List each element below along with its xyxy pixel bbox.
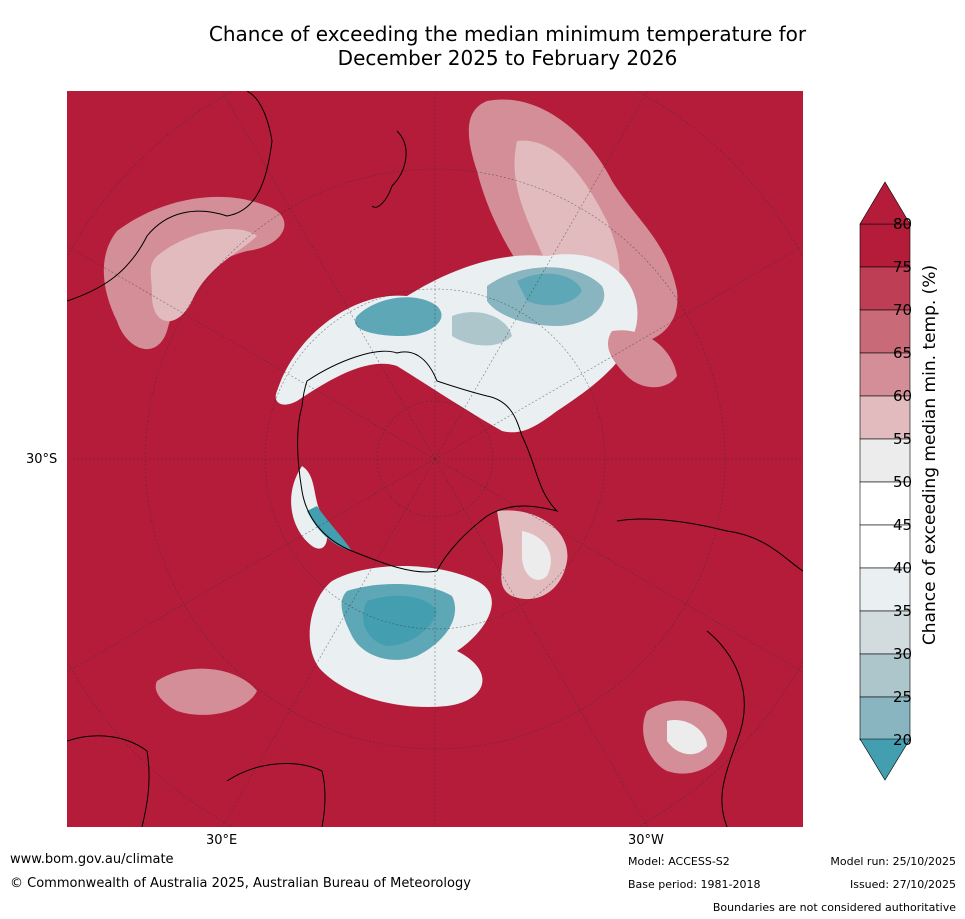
coast-africa — [67, 735, 326, 827]
colorbar-tick-label: 45 — [893, 516, 913, 534]
polar-map — [67, 91, 803, 827]
anomaly-patch-se-inner — [667, 720, 707, 755]
colorbar-tick-label: 55 — [893, 430, 913, 448]
coast-antarctica — [297, 350, 559, 573]
lon-label-30e: 30°E — [206, 833, 238, 848]
colorbar-box — [859, 395, 911, 440]
colorbar — [859, 181, 911, 781]
cool-patch-north-mid — [452, 312, 512, 346]
footer-model-run: Model run: 25/10/2025 — [830, 855, 956, 868]
footer-base-period: Base period: 1981-2018 — [628, 878, 761, 891]
neutral-arc-east-inner — [522, 531, 551, 580]
footer-website[interactable]: www.bom.gov.au/climate — [10, 852, 174, 867]
graticule-meridian-8 — [434, 91, 649, 460]
footer-disclaimer: Boundaries are not considered authoritat… — [712, 901, 956, 914]
anomaly-patch-australia-inner — [150, 228, 257, 322]
colorbar-box — [859, 223, 911, 268]
graticule-meridian-12 — [434, 458, 803, 673]
colorbar-tick-label: 60 — [893, 387, 913, 405]
coastlines — [67, 91, 803, 827]
cool-patch-north-west — [355, 297, 442, 336]
colorbar-tick-label: 80 — [893, 215, 913, 233]
colorbar-top-arrow — [859, 181, 911, 225]
footer-model: Model: ACCESS-S2 — [628, 855, 730, 868]
graticule-meridian-9 — [67, 245, 436, 460]
colorbar-tick-label: 65 — [893, 344, 913, 362]
colorbar-tick-label: 30 — [893, 645, 913, 663]
footer-issued: Issued: 27/10/2025 — [849, 878, 956, 891]
anomaly-patch-sw — [155, 668, 257, 715]
graticule — [67, 91, 803, 827]
colorbar-tick-label: 25 — [893, 688, 913, 706]
colorbar-tick-label: 40 — [893, 559, 913, 577]
colorbar-tick-label: 35 — [893, 602, 913, 620]
anomaly-patch-east — [607, 330, 677, 388]
graticule-meridian-10 — [434, 245, 803, 460]
colorbar-bottom-arrow — [859, 738, 911, 781]
graticule-meridian-5 — [221, 458, 436, 827]
title-line-2: December 2025 to February 2026 — [337, 46, 678, 70]
cool-patch-south-core — [363, 595, 437, 646]
coast-australia — [67, 91, 273, 302]
colorbar-box — [859, 524, 911, 569]
title-line-1: Chance of exceeding the median minimum t… — [208, 22, 807, 46]
colorbar-box — [859, 653, 911, 698]
colorbar-box — [859, 610, 911, 655]
graticule-meridian-11 — [67, 458, 436, 673]
cool-patch-north-east-core — [517, 273, 582, 306]
colorbar-box — [859, 696, 911, 741]
graticule-meridian-7 — [221, 91, 436, 460]
chart-title: Chance of exceeding the median minimum t… — [60, 22, 955, 70]
colorbar-label: Chance of exceeding median min. temp. (%… — [920, 264, 940, 646]
colorbar-box — [859, 438, 911, 483]
colorbar-box — [859, 309, 911, 354]
coast-new-zealand — [371, 130, 407, 208]
colorbar-box — [859, 266, 911, 311]
colorbar-box — [859, 481, 911, 526]
lon-label-30w: 30°W — [628, 833, 664, 848]
colorbar-tick-label: 70 — [893, 301, 913, 319]
coast-south-america — [616, 518, 803, 827]
colorbar-box — [859, 567, 911, 612]
cool-arc-west — [307, 506, 352, 551]
colorbar-tick-label: 75 — [893, 258, 913, 276]
colorbar-tick-label: 20 — [893, 731, 913, 749]
graticule-meridian-6 — [434, 458, 649, 827]
lat-label-30s: 30°S — [26, 452, 58, 467]
footer-copyright: © Commonwealth of Australia 2025, Austra… — [10, 876, 471, 891]
colorbar-tick-label: 50 — [893, 473, 913, 491]
